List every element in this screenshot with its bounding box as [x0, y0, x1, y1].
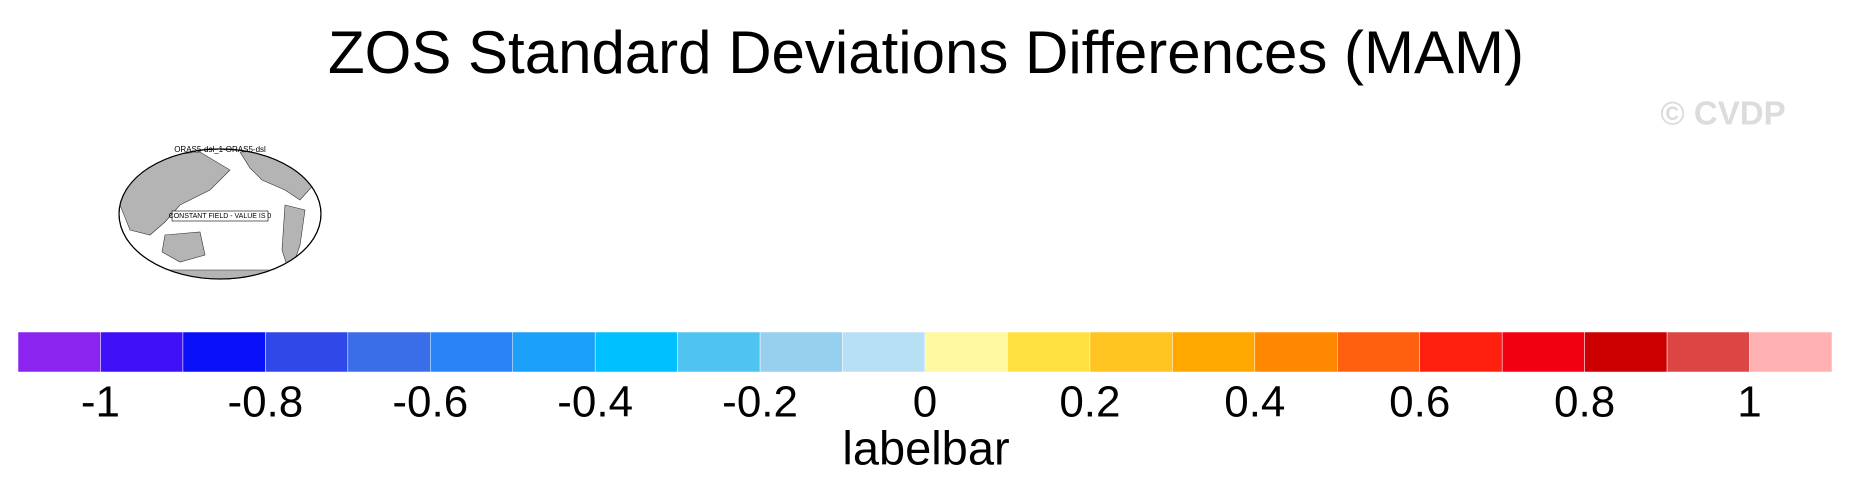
color-box	[100, 331, 184, 373]
tick-label: 1	[1737, 378, 1761, 427]
tick-label: 0.8	[1554, 378, 1615, 427]
color-box	[512, 331, 596, 373]
color-box	[430, 331, 513, 373]
labelbar-title: labelbar	[842, 421, 1009, 474]
color-box	[759, 331, 843, 373]
color-box	[347, 331, 431, 373]
color-box	[265, 331, 349, 373]
color-box	[677, 331, 761, 373]
map: ORAS5-dsl_1-ORAS5-dsl CONSTANT FIELD - V…	[118, 145, 322, 280]
tick-label: 0.2	[1059, 378, 1120, 427]
color-box	[1172, 331, 1256, 373]
color-box	[1254, 331, 1338, 373]
color-box	[1501, 331, 1585, 373]
color-box	[17, 331, 101, 373]
map-label: CONSTANT FIELD - VALUE IS 0	[169, 213, 272, 220]
tick-label: -0.2	[722, 378, 798, 427]
tick-label: 0	[913, 378, 937, 427]
tick-label: 0.6	[1389, 378, 1450, 427]
title: ZOS Standard Deviations Differences (MAM…	[328, 19, 1524, 86]
tick-label: -0.4	[557, 378, 633, 427]
color-box	[1419, 331, 1503, 373]
tick-label: 0.4	[1224, 378, 1285, 427]
map-title: ORAS5-dsl_1-ORAS5-dsl	[174, 145, 266, 154]
color-box	[182, 331, 266, 373]
color-box	[1749, 331, 1833, 373]
color-box	[594, 331, 678, 373]
color-box	[1584, 331, 1668, 373]
tick-label: -0.8	[227, 378, 303, 427]
color-box	[1666, 331, 1750, 373]
color-box	[842, 331, 926, 373]
tick-label: -0.6	[392, 378, 468, 427]
color-box	[1007, 331, 1091, 373]
color-box	[1089, 331, 1173, 373]
tick-label: -1	[81, 378, 120, 427]
watermark: © CVDP	[1660, 95, 1785, 132]
color-box	[1337, 331, 1420, 373]
color-box	[924, 331, 1008, 373]
